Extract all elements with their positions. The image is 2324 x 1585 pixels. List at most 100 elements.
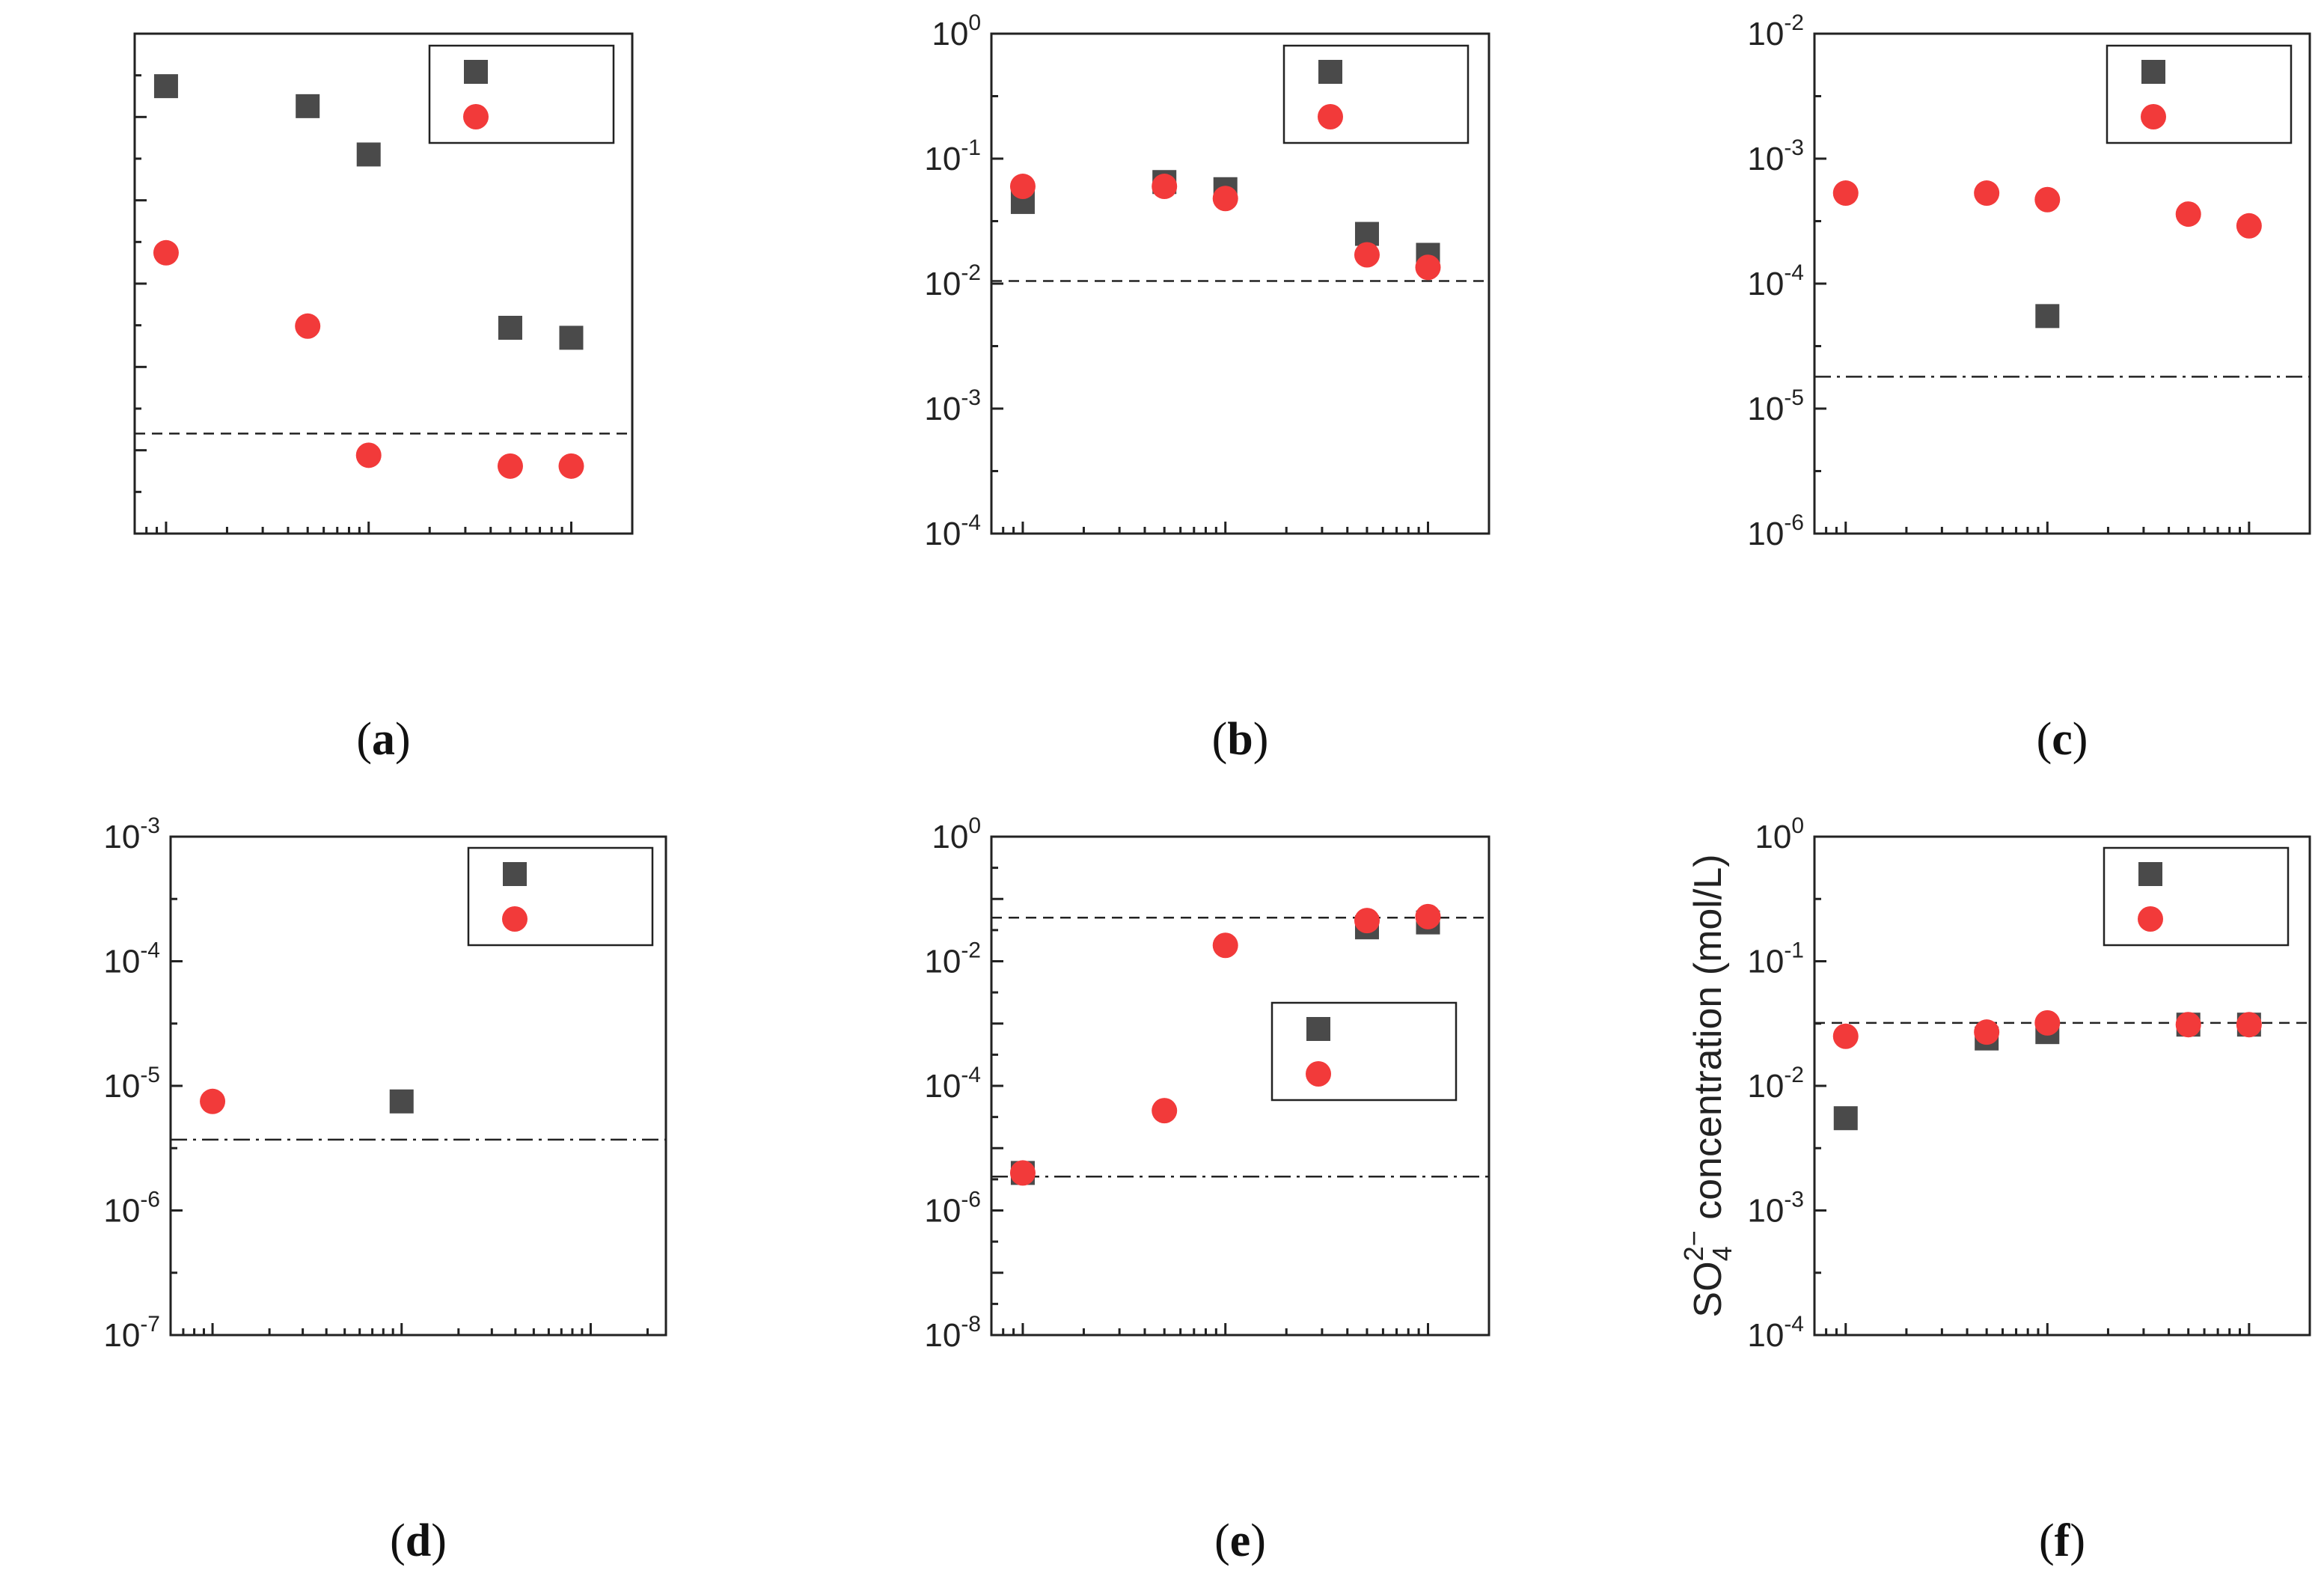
y-tick-base: 10 [1747, 391, 1784, 427]
y-tick-label: 10-3 [103, 813, 160, 855]
y-tick-base: 10 [924, 516, 961, 552]
data-point-lac [2236, 1012, 2262, 1038]
legend [1270, 1001, 1458, 1102]
panel-paren-close: ) [2073, 714, 2088, 765]
y-tick-base: 10 [103, 819, 140, 855]
data-point-lac [1974, 180, 2000, 207]
y-tick-label: 10-3 [1747, 135, 1804, 177]
data-point-lac [1009, 174, 1036, 200]
panel-paren-close: ) [395, 714, 411, 765]
y-tick-base: 10 [924, 391, 961, 427]
legend-box [1270, 1001, 1458, 1102]
panel-letter: d [406, 1515, 431, 1566]
y-tick-label: 10-4 [924, 1063, 981, 1105]
data-point-opc [296, 94, 320, 118]
y-tick-base: 10 [932, 819, 968, 855]
data-point-lac [2236, 213, 2262, 239]
data-point-lac [1415, 903, 1441, 929]
y-tick-exponent: -4 [1784, 1312, 1804, 1337]
panel-d: 10-710-610-510-410-3(d) [103, 813, 667, 1566]
data-point-lac [1212, 932, 1238, 959]
data-point-lac [1009, 1160, 1036, 1186]
data-point-opc [356, 142, 381, 167]
y-tick-exponent: -6 [961, 1188, 981, 1212]
y-tick-base: 10 [924, 266, 961, 302]
legend [2106, 44, 2293, 144]
panel-label: (c) [2037, 714, 2088, 765]
legend-box [2106, 44, 2293, 144]
data-point-lac [1354, 908, 1380, 934]
y-tick-exponent: -2 [1784, 10, 1804, 35]
y-tick-base: 10 [924, 944, 961, 980]
y-tick-label: 10-1 [924, 135, 981, 177]
legend-box [428, 44, 615, 144]
y-axis-title-sub: 4 [1707, 1246, 1737, 1261]
legend [1282, 44, 1470, 144]
data-point-opc [498, 316, 522, 340]
y-tick-exponent: -4 [1784, 260, 1804, 285]
data-point-lac [558, 453, 584, 479]
data-point-opc [559, 326, 584, 350]
panel-paren-open: ( [2039, 1515, 2055, 1566]
data-point-opc [1354, 222, 1379, 246]
data-point-opc [1833, 1106, 1858, 1131]
data-point-opc [153, 74, 178, 99]
y-tick-exponent: -3 [961, 385, 981, 410]
y-tick-label: 10-5 [1747, 385, 1804, 427]
y-tick-label: 10-5 [103, 1063, 160, 1105]
panel-label: (d) [390, 1515, 447, 1566]
y-axis-title-sup: 2− [1678, 1230, 1709, 1261]
y-tick-base: 10 [932, 16, 968, 52]
panel-label: (f) [2039, 1515, 2085, 1566]
y-tick-exponent: -4 [961, 510, 981, 535]
legend-marker-opc [2138, 862, 2162, 886]
legend-marker-opc [1318, 60, 1342, 84]
legend-marker-lac [1318, 104, 1343, 129]
y-tick-exponent: -8 [961, 1312, 981, 1337]
panel-paren-open: ( [1214, 1515, 1230, 1566]
data-point-lac [1354, 242, 1380, 268]
y-tick-exponent: -7 [140, 1312, 160, 1337]
legend-marker-lac [2138, 906, 2163, 932]
data-point-lac [200, 1088, 226, 1114]
data-point-lac [295, 313, 321, 339]
y-tick-exponent: -1 [961, 135, 981, 160]
y-tick-base: 10 [1747, 141, 1784, 177]
y-tick-base: 10 [1747, 944, 1784, 980]
legend-marker-opc [464, 60, 488, 84]
y-tick-base: 10 [1747, 266, 1784, 302]
y-tick-label: 10-4 [1747, 1312, 1804, 1354]
legend-box [2103, 846, 2290, 947]
y-tick-exponent: -3 [1784, 135, 1804, 160]
legend-marker-opc [503, 862, 527, 886]
y-tick-exponent: -6 [1784, 510, 1804, 535]
data-point-lac [355, 442, 382, 468]
y-axis-title: SO42− concentration (mol/L) [1678, 854, 1737, 1317]
data-point-lac [1974, 1019, 2000, 1045]
legend-box [1282, 44, 1470, 144]
data-point-lac [1152, 1098, 1178, 1124]
y-tick-label: 10-4 [103, 938, 160, 980]
data-point-lac [1415, 254, 1441, 281]
y-tick-base: 10 [924, 141, 961, 177]
legend-box [467, 846, 654, 947]
data-point-lac [1212, 186, 1238, 212]
y-tick-label: 10-4 [924, 510, 981, 552]
data-point-lac [153, 239, 179, 266]
panel-paren-close: ) [431, 1515, 447, 1566]
panel-paren-open: ( [1212, 714, 1228, 765]
legend [467, 846, 654, 947]
y-tick-base: 10 [103, 944, 140, 980]
panel-letter: a [372, 714, 395, 765]
y-tick-label: 10-2 [1747, 1063, 1804, 1105]
y-tick-base: 10 [103, 1068, 140, 1105]
panel-letter: e [1230, 1515, 1251, 1566]
y-tick-base: 10 [1747, 16, 1784, 52]
panel-paren-open: ( [356, 714, 372, 765]
y-tick-label: 10-4 [1747, 260, 1804, 302]
legend-marker-lac [463, 104, 489, 129]
y-tick-label: 100 [932, 813, 981, 855]
y-tick-base: 10 [924, 1317, 961, 1354]
y-tick-base: 10 [924, 1068, 961, 1105]
